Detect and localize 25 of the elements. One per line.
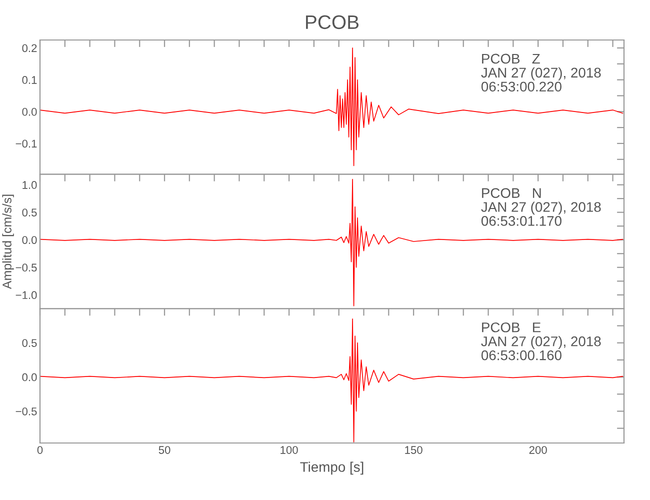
annotation: PCOB N JAN 27 (027), 2018 06:53:01.170 (481, 188, 601, 226)
x-tick-label: 150 (405, 446, 422, 454)
y-tick-label: 0.5 (22, 208, 37, 216)
y-tick-label: 1.0 (22, 181, 37, 189)
y-tick-label: 0.2 (22, 44, 37, 52)
line-series (40, 48, 624, 166)
annotation: PCOB E JAN 27 (027), 2018 06:53:00.160 (481, 322, 601, 360)
y-tick-label: −1.0 (16, 291, 37, 300)
y-tick-label: 0.1 (22, 76, 37, 84)
y-axis-title: Amplitud [cm/s/s] (2, 194, 14, 290)
y-tick-label: −0.5 (16, 407, 37, 416)
x-tick-label: 100 (280, 446, 298, 454)
x-tick-label: 0 (37, 446, 43, 454)
y-tick-label: 0.0 (22, 108, 37, 116)
chart-title: PCOB (306, 15, 359, 30)
y-tick-label: 0.0 (22, 236, 37, 244)
y-tick-label: 0.0 (22, 373, 37, 382)
x-axis-title: Tiempo [s] (300, 462, 364, 475)
line-series (40, 178, 624, 306)
y-tick-label: −0.5 (16, 264, 37, 272)
y-tick-label: 0.5 (22, 339, 37, 347)
x-tick-label: 50 (158, 446, 170, 454)
x-tick-label: 200 (529, 446, 547, 454)
annotation: PCOB Z JAN 27 (027), 2018 06:53:00.220 (481, 54, 601, 92)
y-tick-label: −0.1 (16, 140, 37, 148)
